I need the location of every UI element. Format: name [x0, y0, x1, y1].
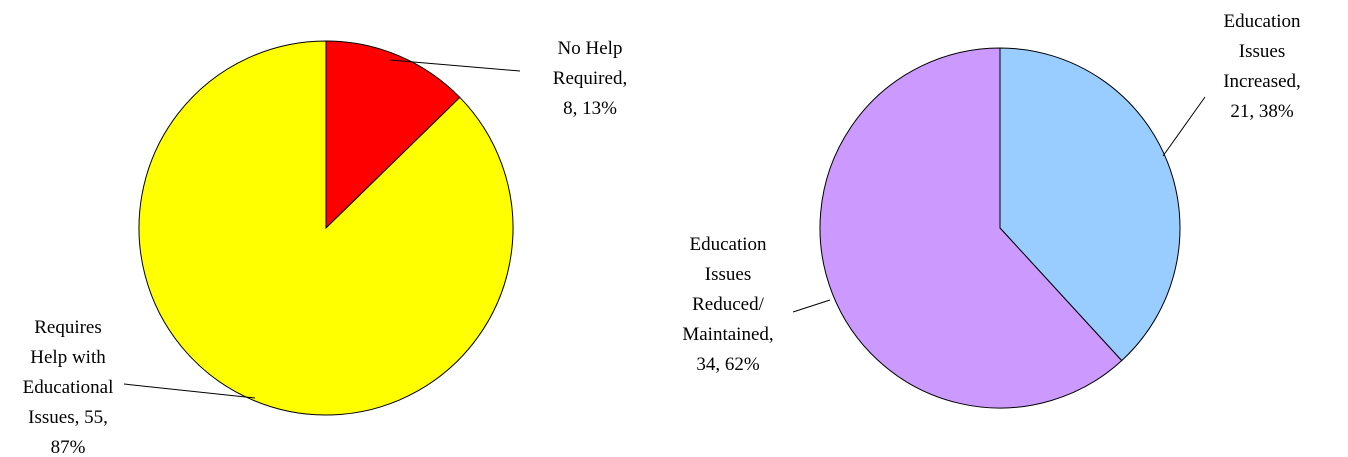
pie2-slice-1-label-line: Education: [1223, 11, 1301, 32]
pie2-leader-1: [1162, 96, 1206, 157]
pie1-slice-1-label-line: No Help: [558, 38, 623, 59]
pie2-slice-2-label-line: Reduced/: [692, 294, 764, 315]
pie2-slice-2-label-line: Issues: [705, 264, 751, 285]
pie1-leader-1: [389, 59, 521, 72]
pie2-slice-2-label-line: 34, 62%: [696, 354, 760, 375]
pie1-slice-2-label-line: 87%: [51, 437, 86, 457]
pie1-slice-1-label-line: 8, 13%: [563, 98, 617, 119]
pie2-slice-1-label-line: Increased,: [1223, 71, 1301, 92]
pie1-slice-2-label-line: Help with: [30, 347, 106, 368]
pie-chart-help-required: No Help Required, 8, 13% Requires Help with E…: [23, 38, 628, 457]
pie1-slice-1: [325, 40, 461, 230]
pie2-slice-2-label-line: Maintained,: [682, 324, 773, 345]
pie2-slice-1: [999, 47, 1181, 362]
pie1-slice-2: [138, 40, 514, 416]
pie2-slice-1-label-line: Issues: [1239, 41, 1285, 62]
pie1-slice-2-label-line: Educational: [23, 377, 114, 398]
pie1-leader-2: [123, 383, 256, 399]
pie2-leader-2: [792, 299, 831, 313]
pie-chart-education-issues: Education Issues Increased, 21, 38% Educatio…: [682, 11, 1301, 409]
pie2-slice-1-label-line: 21, 38%: [1230, 101, 1294, 122]
pie1-slice-2-label-line: Issues, 55,: [28, 407, 108, 428]
pie1-slice-1-label-line: Required,: [553, 68, 627, 89]
pie1-slice-2-label-line: Requires: [34, 317, 102, 338]
pie2-slice-2: [819, 47, 1123, 409]
pie2-slice-2-label-line: Education: [689, 234, 767, 255]
